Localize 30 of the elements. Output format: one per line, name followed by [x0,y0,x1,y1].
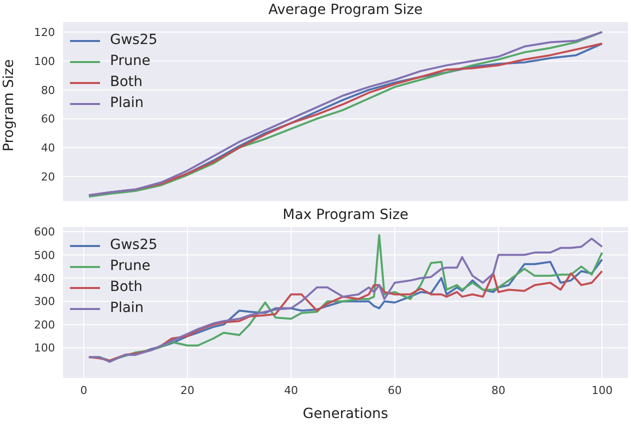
y-tick-label: 300 [34,295,55,308]
y-tick-label: 60 [41,112,55,126]
x-tick-label: 60 [388,384,402,397]
legend-label: Both [110,73,143,92]
y-tick-label: 200 [34,318,55,332]
y-tick-label: 80 [41,84,55,97]
y-tick-label: 400 [34,272,55,286]
legend-label: Plain [110,94,144,113]
y-tick-label: 40 [41,141,55,154]
y-tick-label: 100 [34,54,55,68]
chart-title: Max Program Size [282,207,410,223]
legend-label: Gws25 [110,31,158,50]
y-axis-title: Program Size [0,59,17,152]
x-tick-label: 40 [284,384,298,397]
y-tick-label: 600 [34,226,55,239]
x-tick-label: 20 [180,384,194,397]
y-tick-label: 120 [34,26,55,40]
y-tick-label: 20 [41,170,55,184]
chart-title: Average Program Size [267,2,424,18]
y-tick-label: 500 [34,248,55,262]
x-axis-title: Generations [302,406,388,422]
x-tick-label: 80 [491,384,506,397]
x-tick-label: 100 [592,384,613,397]
legend-label: Plain [110,299,144,318]
legend-label: Prune [110,257,150,276]
x-tick-label: 0 [80,384,88,397]
legend-label: Gws25 [110,236,158,255]
legend-label: Prune [110,52,150,71]
y-tick-label: 100 [34,342,55,355]
legend-label: Both [110,278,143,297]
